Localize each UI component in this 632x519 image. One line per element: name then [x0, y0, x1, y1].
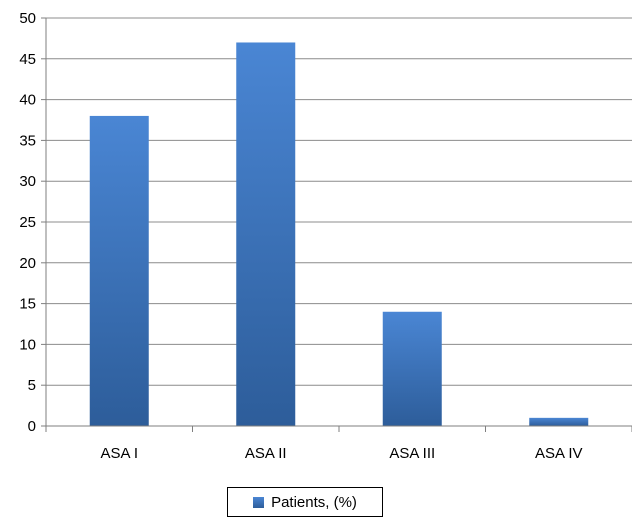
bar — [236, 42, 296, 426]
x-tick-label: ASA IV — [535, 445, 583, 462]
y-tick-label: 5 — [28, 377, 36, 394]
bar — [529, 417, 589, 426]
legend-label: Patients, (%) — [271, 493, 357, 511]
bar-chart: 0 5 10 15 20 25 30 35 40 45 50 ASA I ASA II ASA III AS… — [19, 10, 632, 462]
y-tick-label: 30 — [19, 173, 36, 190]
x-tick-label: ASA II — [245, 445, 287, 462]
x-tick-label: ASA III — [389, 445, 435, 462]
y-tick-label: 35 — [19, 132, 36, 149]
legend: Patients, (%) — [227, 487, 383, 517]
bars — [89, 42, 589, 427]
y-tick-label: 25 — [19, 214, 36, 231]
y-tick-label: 10 — [19, 336, 36, 353]
bar — [382, 311, 442, 426]
y-tick-label: 45 — [19, 51, 36, 68]
y-tick-label: 20 — [19, 255, 36, 272]
y-tick-label: 0 — [28, 418, 36, 435]
y-tick-label: 40 — [19, 92, 36, 109]
x-tick-label: ASA I — [100, 445, 138, 462]
legend-swatch — [253, 496, 265, 508]
y-tick-label: 50 — [19, 10, 36, 27]
y-tick-label: 15 — [19, 296, 36, 313]
axes — [41, 17, 632, 432]
bar — [89, 115, 149, 427]
tick-labels: 0 5 10 15 20 25 30 35 40 45 50 ASA I ASA II ASA III AS… — [19, 10, 582, 462]
